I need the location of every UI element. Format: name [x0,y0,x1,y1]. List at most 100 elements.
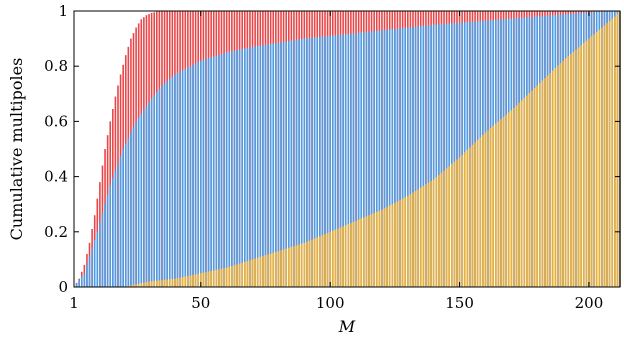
y-tick-label: 0.4 [44,168,68,186]
bar-yellow-95 [316,237,319,287]
bar-blue-149 [456,22,458,287]
bar-blue-48 [194,63,197,287]
bar-yellow-41 [176,278,179,287]
bar-yellow-211 [616,13,619,287]
bar-blue-71 [254,46,256,287]
bar-yellow-80 [277,251,280,287]
bar-yellow-153 [466,149,469,287]
bar-yellow-29 [145,282,148,287]
bar-yellow-57 [218,269,220,287]
bar-yellow-161 [487,130,489,287]
bar-blue-7 [88,256,91,287]
bar-blue-90 [303,38,306,287]
bar-blue-10 [96,231,99,287]
bar-blue-102 [334,35,337,287]
bar-yellow-63 [233,265,236,287]
bar-blue-59 [223,53,225,288]
y-tick-label: 0.8 [44,57,68,75]
bar-yellow-209 [611,18,614,287]
bar-blue-72 [256,46,259,287]
bar-yellow-178 [531,90,533,288]
bar-yellow-66 [241,262,243,287]
bar-blue-2 [75,283,78,287]
bar-yellow-175 [523,97,526,287]
bar-blue-110 [355,33,357,287]
bar-blue-16 [112,177,114,287]
bar-yellow-86 [293,246,295,287]
bar-yellow-140 [432,179,435,287]
bar-blue-93 [311,37,313,287]
bar-blue-130 [407,27,409,288]
bar-blue-62 [231,51,233,287]
bar-blue-64 [236,50,238,287]
bar-yellow-82 [282,249,285,287]
bar-blue-136 [422,25,425,288]
bar-blue-17 [114,170,117,287]
bar-blue-114 [365,31,368,288]
bar-yellow-54 [210,270,212,287]
bar-yellow-33 [156,280,158,287]
bar-blue-138 [427,25,430,287]
bar-yellow-207 [606,23,608,287]
bar-yellow-181 [538,83,541,287]
bar-yellow-170 [510,110,513,287]
bar-yellow-107 [347,224,350,287]
bar-yellow-101 [331,230,334,287]
bar-yellow-133 [414,190,417,287]
bar-yellow-145 [445,168,448,287]
bar-blue-14 [106,194,109,287]
bar-yellow-164 [494,123,497,287]
bar-yellow-110 [355,220,357,287]
bar-blue-21 [124,143,127,287]
bar-yellow-35 [161,280,163,287]
bar-yellow-56 [215,269,218,287]
bar-blue-122 [386,29,388,288]
bar-yellow-102 [334,229,337,287]
bar-yellow-158 [479,137,482,287]
bar-yellow-201 [590,36,593,287]
bar-yellow-199 [585,40,588,288]
bar-yellow-189 [559,63,562,287]
bar-yellow-112 [360,218,363,287]
bar-blue-49 [197,62,200,288]
bar-yellow-69 [249,260,251,287]
bar-blue-99 [326,36,329,288]
bar-blue-69 [249,47,251,288]
bar-yellow-55 [212,270,215,287]
bar-yellow-144 [443,170,445,287]
bar-yellow-204 [598,29,601,288]
y-tick-label: 0 [58,278,68,296]
bar-yellow-77 [269,253,272,287]
bar-yellow-148 [453,161,456,287]
bar-blue-12 [101,213,104,287]
bar-blue-147 [451,23,453,287]
bar-blue-137 [425,25,427,287]
bar-yellow-34 [158,280,161,287]
bar-yellow-105 [342,226,344,287]
bar-blue-57 [218,54,220,287]
bar-yellow-124 [391,204,394,287]
bar-yellow-48 [194,274,197,287]
bar-blue-81 [280,42,282,287]
bar-yellow-131 [409,194,412,287]
bar-yellow-32 [153,280,156,287]
bar-yellow-129 [404,197,407,287]
bar-yellow-81 [280,250,282,287]
bar-yellow-147 [451,163,453,287]
bar-yellow-93 [311,239,313,287]
bar-blue-4 [80,276,83,287]
bar-blue-88 [298,39,300,288]
bar-yellow-38 [168,279,171,287]
bar-yellow-173 [518,102,520,287]
bar-yellow-116 [370,214,373,287]
bar-yellow-99 [326,232,329,287]
bar-blue-67 [243,48,246,287]
bar-yellow-111 [357,219,360,287]
bar-blue-117 [373,31,375,288]
bar-blue-70 [251,46,254,287]
bar-yellow-53 [207,271,210,287]
bar-yellow-106 [344,225,347,287]
bar-blue-19 [119,156,122,287]
bar-blue-76 [267,44,269,288]
bar-yellow-113 [363,217,365,287]
